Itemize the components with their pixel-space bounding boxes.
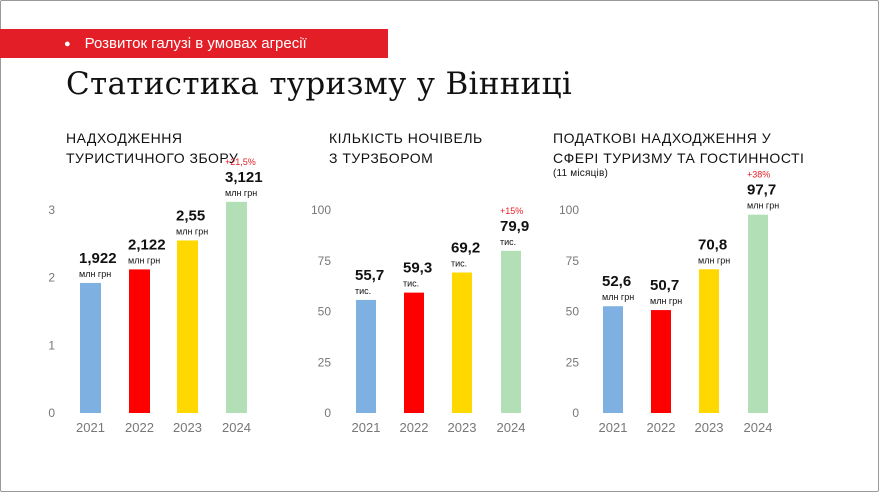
chart-1-unit-label: млн грн [79,269,111,279]
chart-3-category-label: 2024 [744,420,773,435]
chart-3-ytick-label: 25 [566,355,580,369]
chart-3-bar-2021 [603,306,623,413]
chart-1-value-label: 3,121 [225,169,263,186]
chart-2-value-label: 69,2 [451,240,480,257]
chart-3-ytick-label: 75 [566,254,580,268]
chart-3-unit-label: млн грн [602,292,634,302]
section-banner: ● Розвиток галузі в умовах агресії [0,29,388,58]
chart-2-value-label: 59,3 [403,260,432,277]
chart-2-category-label: 2021 [352,420,381,435]
chart-3-bar-2022 [651,310,671,413]
chart-3-ytick-label: 50 [566,305,580,319]
chart-3-bar-2024 [748,214,768,413]
chart-1-category-label: 2024 [222,420,251,435]
chart-2-bar-2022 [404,292,424,413]
chart-3-title-line2: СФЕРІ ТУРИЗМУ ТА ГОСТИННОСТІ [553,150,805,166]
chart-2-unit-label: тис. [355,286,371,296]
chart-2-unit-label: тис. [403,279,419,289]
chart-1-category-label: 2021 [76,420,105,435]
chart-1-category-label: 2022 [125,420,154,435]
chart-2-category-label: 2024 [497,420,526,435]
chart-3-growth-label: +38% [747,170,770,180]
chart-2-bar-2021 [356,299,376,413]
chart-1-bar-2022 [129,269,150,413]
chart-3-value-label: 50,7 [650,277,679,294]
chart-3-unit-label: млн грн [698,255,730,265]
chart-2-bar-2023 [452,272,472,413]
chart-1-unit-label: млн грн [225,188,257,198]
chart-2-ytick-label: 0 [324,406,331,420]
chart-1-growth-label: +21,5% [225,157,256,167]
chart-2-ytick-label: 50 [318,305,332,319]
chart-3-ytick-label: 100 [559,203,579,217]
chart-2-value-label: 55,7 [355,267,384,284]
chart-2-ytick-label: 25 [318,355,332,369]
chart-3-category-label: 2022 [647,420,676,435]
page-title: Статистика туризму у Вінниці [66,66,573,102]
chart-2-category-label: 2022 [400,420,429,435]
chart-1-title-line2: ТУРИСТИЧНОГО ЗБОРУ [66,150,239,166]
chart-3-subtitle: (11 місяців) [553,168,608,179]
chart-1-ytick-label: 1 [48,338,55,352]
bullet-icon: ● [64,37,71,50]
chart-1-ytick-label: 0 [48,406,55,420]
chart-2-bar-2024 [501,250,521,413]
section-label: Розвиток галузі в умовах агресії [84,35,307,52]
chart-1-value-label: 2,55 [176,207,205,224]
chart-2-title-line2: З ТУРЗБОРОМ [329,150,434,166]
chart-3-value-label: 97,7 [747,182,776,199]
chart-1-bar-2023 [177,240,198,413]
chart-2-unit-label: тис. [451,259,467,269]
chart-2-growth-label: +15% [500,206,523,216]
chart-2-ytick-label: 75 [318,254,332,268]
chart-1-bar-2021 [80,282,101,413]
chart-1-title-line1: НАДХОДЖЕННЯ [66,130,183,146]
chart-2-title-line1: КІЛЬКІСТЬ НОЧІВЕЛЬ [329,130,483,146]
chart-1-value-label: 2,122 [128,236,166,253]
chart-3-category-label: 2021 [599,420,628,435]
chart-3-value-label: 52,6 [602,273,631,290]
chart-3-category-label: 2023 [695,420,724,435]
chart-1-ytick-label: 2 [48,271,55,285]
chart-1-ytick-label: 3 [48,203,55,217]
chart-3-title: ПОДАТКОВІ НАДХОДЖЕННЯ У СФЕРІ ТУРИЗМУ ТА… [553,128,804,180]
chart-3-unit-label: млн грн [747,201,779,211]
chart-1-unit-label: млн грн [176,226,208,236]
chart-1-category-label: 2023 [173,420,202,435]
chart-1-bar-2024 [226,201,247,413]
chart-1-title: НАДХОДЖЕННЯ ТУРИСТИЧНОГО ЗБОРУ [66,128,238,168]
chart-3-bar-2023 [699,269,719,413]
chart-1-unit-label: млн грн [128,255,160,265]
chart-3-title-line1: ПОДАТКОВІ НАДХОДЖЕННЯ У [553,130,772,146]
chart-2-unit-label: тис. [500,237,516,247]
chart-3-unit-label: млн грн [650,296,682,306]
chart-3-value-label: 70,8 [698,236,727,253]
chart-2-value-label: 79,9 [500,218,529,235]
chart-3-ytick-label: 0 [572,406,579,420]
chart-1-value-label: 1,922 [79,250,117,267]
chart-2-category-label: 2023 [448,420,477,435]
chart-2-title: КІЛЬКІСТЬ НОЧІВЕЛЬ З ТУРЗБОРОМ [329,128,483,168]
chart-2-ytick-label: 100 [311,203,331,217]
